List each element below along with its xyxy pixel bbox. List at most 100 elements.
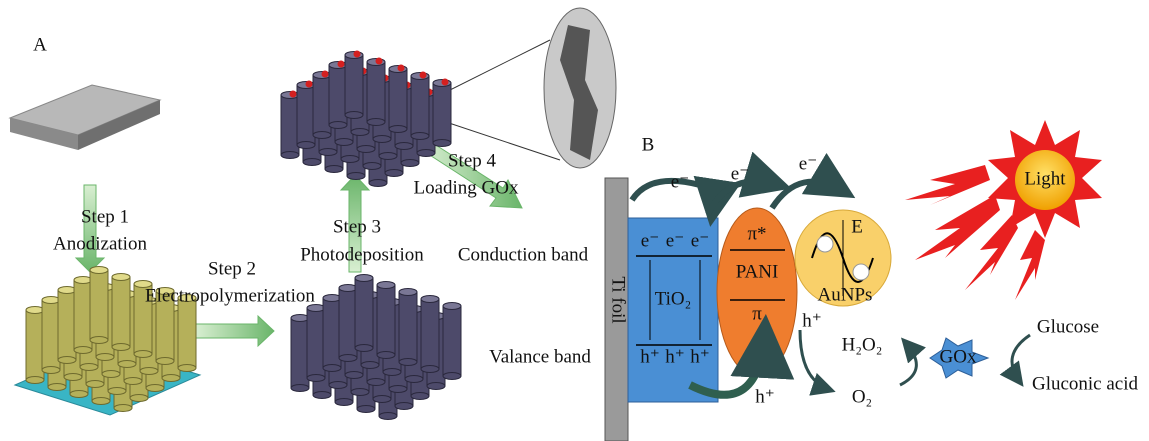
tube-bottom xyxy=(426,382,446,390)
arrow-step1 xyxy=(74,184,106,273)
tube-bottom xyxy=(372,135,392,143)
tube-bottom xyxy=(404,375,424,383)
tube-bottom xyxy=(139,367,159,375)
tube-bottom xyxy=(350,128,370,136)
tube-body xyxy=(388,68,408,130)
tube-bottom xyxy=(145,384,165,392)
tube-bottom xyxy=(161,374,181,382)
pani-label: PANI xyxy=(736,261,779,282)
tube-top xyxy=(177,294,197,302)
tube-body xyxy=(73,279,93,351)
tube-top xyxy=(155,287,175,295)
tube-body xyxy=(398,291,418,363)
hole-transfer: h⁺ xyxy=(755,386,775,407)
au-nanoparticle xyxy=(419,71,427,79)
electron-cloud xyxy=(816,235,834,253)
tube-top xyxy=(133,280,153,288)
tube-bottom xyxy=(324,165,344,173)
tube-bottom xyxy=(290,384,310,392)
hole-transfer: h⁺ xyxy=(802,310,822,331)
tube-bottom xyxy=(356,405,376,413)
tube-bottom xyxy=(354,344,374,352)
pi-star: π* xyxy=(747,223,766,244)
tube-bottom xyxy=(356,145,376,153)
electron-transfer: e⁻ xyxy=(731,163,749,184)
tube-bottom xyxy=(177,364,197,372)
au-nanoparticle xyxy=(441,78,449,86)
au-nanoparticle xyxy=(397,64,405,72)
tube-bottom xyxy=(73,346,93,354)
tube-bottom xyxy=(334,398,354,406)
electron: e⁻ xyxy=(691,230,709,251)
gox-label: GOx xyxy=(940,346,977,367)
field-label: E xyxy=(851,216,863,237)
tube-bottom xyxy=(328,121,348,129)
tube-bottom xyxy=(420,365,440,373)
e-transfer xyxy=(769,152,856,210)
tube-bottom xyxy=(57,356,77,364)
tube-body xyxy=(111,276,131,348)
arrow-step4 xyxy=(421,139,523,209)
tube-bottom xyxy=(432,139,452,147)
tube-body xyxy=(290,317,310,389)
step-name: Step 1 xyxy=(81,206,129,227)
light-bolt xyxy=(905,165,990,205)
pi: π xyxy=(752,303,762,324)
tube-bottom xyxy=(334,138,354,146)
tube-bottom xyxy=(79,363,99,371)
tube-top xyxy=(73,276,93,284)
step-action: Anodization xyxy=(53,233,147,254)
tube-bottom xyxy=(63,373,83,381)
hole: h⁺ xyxy=(690,346,710,367)
tube-bottom xyxy=(398,358,418,366)
tube-bottom xyxy=(366,378,386,386)
tube-bottom xyxy=(318,148,338,156)
tube-bottom xyxy=(400,159,420,167)
tube-bottom xyxy=(89,336,109,344)
tube-bottom xyxy=(340,155,360,163)
tube-bottom xyxy=(95,353,115,361)
tube-bottom xyxy=(69,390,89,398)
tube-top xyxy=(442,302,462,310)
tube-body xyxy=(442,305,462,377)
tube-body xyxy=(296,84,316,146)
hole: h⁺ xyxy=(665,346,685,367)
tube-body xyxy=(57,289,77,361)
tube-bottom xyxy=(47,383,67,391)
tube-bottom xyxy=(382,368,402,376)
aunps-label: AuNPs xyxy=(818,284,873,305)
tube-bottom xyxy=(41,366,61,374)
electron-transfer: e⁻ xyxy=(799,153,817,174)
tube-top xyxy=(290,314,310,322)
tube-bottom xyxy=(280,151,300,159)
step-action: Electropolymerization xyxy=(145,285,315,306)
step-action: Loading GOx xyxy=(413,177,519,198)
tube-bottom xyxy=(376,351,396,359)
tube-bottom xyxy=(344,371,364,379)
tube-bottom xyxy=(410,132,430,140)
e-transfer xyxy=(705,151,792,216)
au-nanoparticle xyxy=(305,80,313,88)
tube-body xyxy=(322,297,342,369)
light-bolt xyxy=(1015,230,1045,300)
tube-bottom xyxy=(312,391,332,399)
substrate-side xyxy=(78,100,160,150)
panel-label: A xyxy=(33,34,47,55)
tube-body xyxy=(420,298,440,370)
tube-body xyxy=(410,75,430,137)
tube-body xyxy=(328,64,348,126)
tube-bottom xyxy=(133,350,153,358)
tube-bottom xyxy=(344,111,364,119)
gox-star xyxy=(929,337,990,379)
tube-bottom xyxy=(368,179,388,187)
tio2-label: TiO₂ xyxy=(655,288,692,309)
tube-bottom xyxy=(362,162,382,170)
tube-bottom xyxy=(384,169,404,177)
tube-top xyxy=(398,288,418,296)
tube-body xyxy=(280,94,300,156)
tube-top xyxy=(57,286,77,294)
tube-bottom xyxy=(322,364,342,372)
electron-cloud xyxy=(852,263,870,281)
tube-array xyxy=(13,266,202,416)
